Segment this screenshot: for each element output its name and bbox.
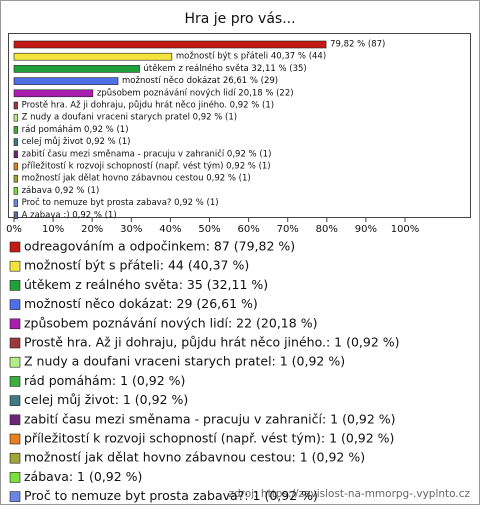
bar xyxy=(13,138,18,146)
x-tick-label: 30% xyxy=(120,224,142,235)
bar xyxy=(13,113,18,122)
value-label: Prostě hra. Až ji dohraju, půjdu hrát ně… xyxy=(22,100,275,111)
bar xyxy=(13,77,119,85)
bar xyxy=(13,174,18,183)
x-tick-label: 0% xyxy=(6,224,22,235)
bar xyxy=(13,101,18,110)
x-tick-label: 40% xyxy=(159,224,181,235)
x-tick-label: 20% xyxy=(81,224,103,235)
legend-label: Proč to nemuze byt prosta zabava?: 1 (0,… xyxy=(24,488,318,503)
legend-label: zabití času mezi směnama - pracuju v zah… xyxy=(24,411,396,426)
x-tick-label: 80% xyxy=(316,224,338,235)
value-label: způsobem poznávání nových lidí 20,18 % (… xyxy=(97,87,294,98)
value-label: příležitostí k rozvoji schopností (např.… xyxy=(22,161,271,172)
bar xyxy=(13,126,18,134)
bar xyxy=(13,52,173,61)
legend-label: rád pomáhám: 1 (0,92 %) xyxy=(24,373,185,388)
bar xyxy=(13,187,18,195)
value-label: Proč to nemuze byt prosta zabava? 0,92 %… xyxy=(22,197,219,208)
bar xyxy=(13,162,18,171)
legend-label: možností jak dělat hovno zábavnou cestou… xyxy=(24,450,365,465)
chart-title: Hra je pro vás... xyxy=(184,11,295,27)
x-tick-label: 100% xyxy=(391,224,420,235)
legend-swatch xyxy=(9,376,21,387)
bar xyxy=(13,40,327,49)
source: zdroj: https://zavislost-na-mmorpg-.vypl… xyxy=(228,488,470,500)
legend-swatch xyxy=(9,414,21,426)
x-tick-label: 70% xyxy=(277,224,299,235)
bar xyxy=(13,211,18,220)
legend-label: Z nudy a doufani vraceni starych pratel:… xyxy=(24,354,345,369)
bar xyxy=(13,150,18,159)
x-tick-label: 90% xyxy=(355,224,377,235)
value-label: 79,82 % (87) xyxy=(330,40,385,50)
legend-label: útěkem z reálného světa: 35 (32,11 %) xyxy=(24,277,268,292)
legend-label: zábava: 1 (0,92 %) xyxy=(24,469,142,484)
legend-swatch xyxy=(9,433,21,445)
legend-swatch xyxy=(9,472,21,483)
legend-label: odreagováním a odpočinkem: 87 (79,82 %) xyxy=(24,239,295,254)
bar xyxy=(13,89,94,98)
legend-label: Prostě hra. Až ji dohraju, půjdu hrát ně… xyxy=(24,335,400,350)
legend-swatch xyxy=(9,260,21,272)
value-label: celej můj život 0,92 % (1) xyxy=(22,136,131,147)
plot-area xyxy=(8,33,471,218)
legend-swatch xyxy=(9,318,21,330)
x-tick-label: 60% xyxy=(237,224,259,235)
legend-label: možností být s přáteli: 44 (40,37 %) xyxy=(24,258,249,273)
value-label: útěkem z reálného světa 32,11 % (35) xyxy=(144,63,307,74)
value-label: možností jak dělat hovno zábavnou cestou… xyxy=(22,174,251,184)
value-label: možností být s přáteli 40,37 % (44) xyxy=(176,52,326,62)
x-tick-label: 50% xyxy=(198,224,220,235)
legend-swatch xyxy=(9,337,21,349)
legend-swatch xyxy=(9,491,21,502)
legend-swatch xyxy=(9,280,21,291)
legend-swatch xyxy=(9,299,21,310)
bar xyxy=(13,199,18,207)
legend-swatch xyxy=(9,356,21,368)
value-label: rád pomáhám 0,92 % (1) xyxy=(22,125,129,135)
legend-label: příležitostí k rozvoji schopností (např.… xyxy=(24,431,394,446)
legend-swatch xyxy=(9,395,21,406)
value-label: možností něco dokázat 26,61 % (29) xyxy=(122,76,278,86)
value-label: zábava 0,92 % (1) xyxy=(22,186,100,196)
value-label: zabití času mezi směnama - pracuju v zah… xyxy=(22,148,272,159)
bar xyxy=(13,65,140,73)
x-tick-label: 10% xyxy=(42,224,64,235)
value-label: A zabava :) 0,92 % (1) xyxy=(22,210,117,220)
legend-swatch xyxy=(9,241,21,253)
legend-label: způsobem poznávání nových lidí: 22 (20,1… xyxy=(24,315,317,330)
value-label: Z nudy a doufani vraceni starych pratel … xyxy=(22,113,238,123)
legend-swatch xyxy=(9,452,21,464)
legend-label: možností něco dokázat: 29 (26,61 %) xyxy=(24,296,258,311)
legend-label: celej můj život: 1 (0,92 %) xyxy=(24,392,188,407)
